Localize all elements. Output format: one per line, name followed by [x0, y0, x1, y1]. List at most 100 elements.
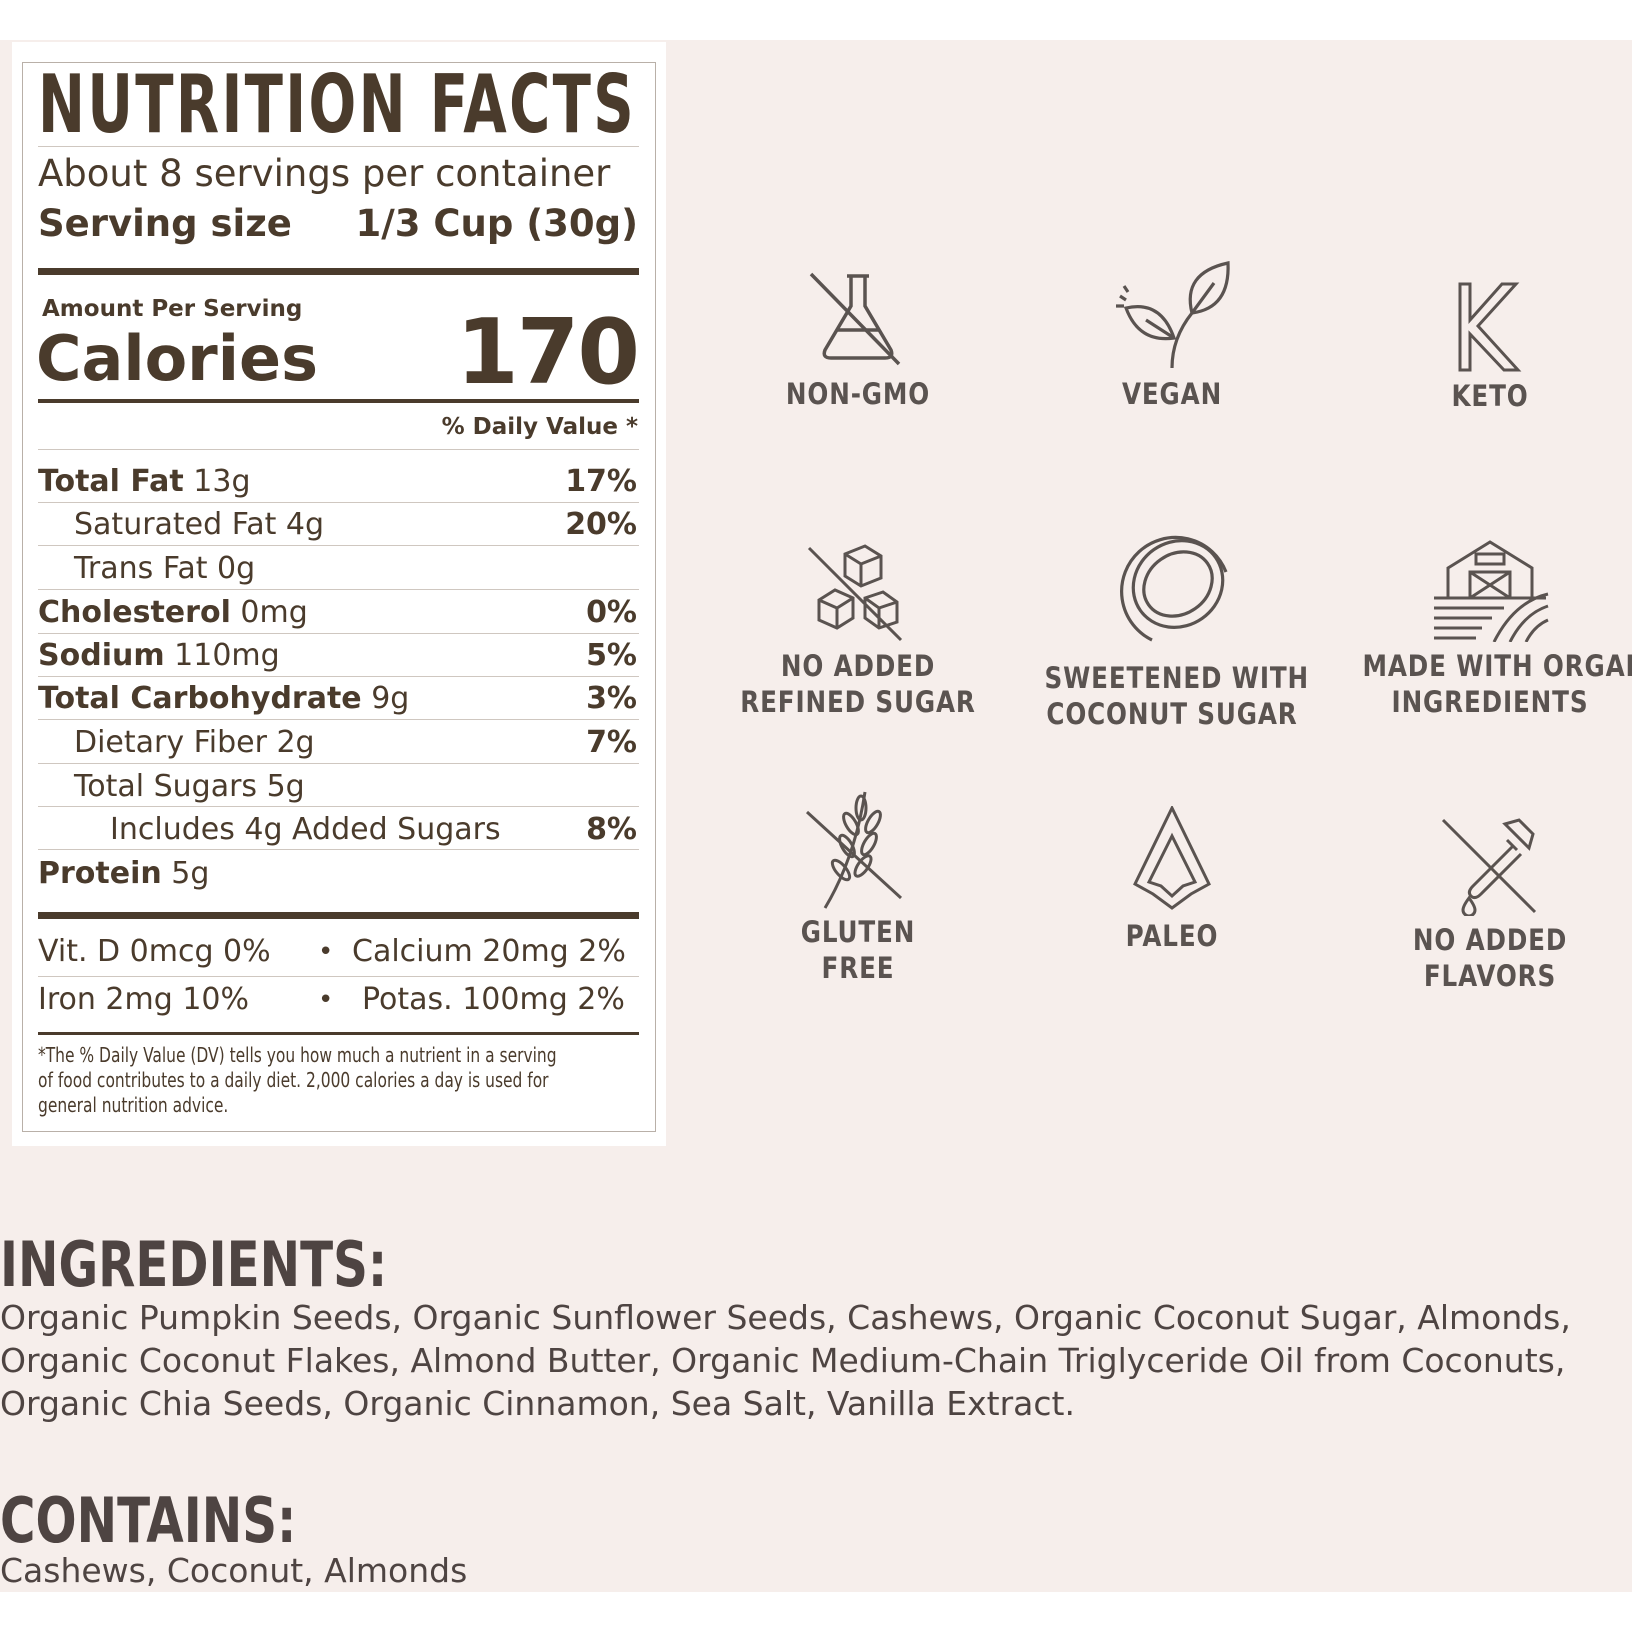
nutrient-dv: 3% [586, 681, 637, 716]
ingredients-line: Organic Pumpkin Seeds, Organic Sunflower… [0, 1298, 1571, 1337]
contains-title: CONTAINS: [0, 1484, 297, 1557]
calories-label: Calories [36, 322, 318, 395]
nutrient-row-sodium: Sodium 110mg 5% [38, 632, 639, 675]
nutrient-name: Total Carbohydrate [38, 681, 362, 716]
thick-divider [38, 912, 639, 919]
nutrient-row-saturated-fat: Saturated Fat 4g 20% [38, 501, 639, 544]
nutrient-amount: 110mg [174, 638, 280, 673]
nutrient-name: Sodium [38, 638, 165, 673]
badge-keto: KETO [1340, 280, 1632, 414]
badge-no-added-flavors: NO ADDED FLAVORS [1340, 816, 1632, 994]
bullet: • [318, 985, 334, 1015]
nutrient-row-total-fat: Total Fat 13g 17% [38, 458, 639, 501]
badge-label: NO ADDED [1412, 923, 1568, 957]
nutrient-row-total-carbohydrate: Total Carbohydrate 9g 3% [38, 675, 639, 718]
nutrient-amount: 0mg [240, 595, 308, 630]
barn-farm-icon [1434, 540, 1549, 642]
nutrient-row-total-sugars: Total Sugars 5g [38, 763, 639, 806]
divider [38, 589, 639, 590]
nutrient-dv: 5% [586, 638, 637, 673]
non-gmo-flask-icon [809, 272, 901, 366]
badge-no-refined-sugar: NO ADDED REFINED SUGAR [708, 542, 1008, 720]
nutrient-dv: 17% [565, 464, 637, 499]
servings-per-container: About 8 servings per container [38, 152, 611, 195]
iron: Iron 2mg 10% [38, 982, 249, 1017]
badge-label: FREE [821, 951, 895, 985]
badge-gluten-free: GLUTEN FREE [708, 786, 1008, 986]
calcium: Calcium 20mg 2% [352, 934, 626, 969]
badge-label: REFINED SUGAR [740, 685, 976, 719]
ingredients-line: Organic Chia Seeds, Organic Cinnamon, Se… [0, 1384, 1075, 1423]
badge-label: KETO [1451, 379, 1529, 413]
divider [38, 676, 639, 677]
keto-k-icon [1458, 282, 1522, 372]
badge-label: NON-GMO [785, 377, 931, 411]
divider [38, 146, 639, 147]
nutrient-dv: 8% [586, 812, 637, 847]
badge-label: PALEO [1125, 919, 1219, 953]
badge-paleo: PALEO [1022, 806, 1322, 954]
nutrient-name: Total Sugars 5g [74, 769, 305, 804]
nutrient-row-cholesterol: Cholesterol 0mg 0% [38, 589, 639, 632]
divider [38, 719, 639, 720]
badge-label: SWEETENED WITH [1044, 661, 1309, 695]
bullet: • [318, 937, 334, 967]
nutrition-facts-border [22, 62, 656, 1132]
badge-coconut-sugar: SWEETENED WITH COCONUT SUGAR [1022, 532, 1322, 732]
serving-size-label: Serving size [38, 202, 292, 245]
nutrition-facts-title: NUTRITION FACTS [38, 58, 637, 151]
serving-size-value: 1/3 Cup (30g) [355, 202, 638, 245]
badge-label: MADE WITH ORGANIC [1362, 649, 1632, 683]
divider [38, 976, 639, 977]
paleo-arrowhead-icon [1133, 806, 1211, 910]
divider [38, 806, 639, 807]
contains-text: Cashews, Coconut, Almonds [0, 1551, 468, 1590]
nutrient-amount: 5g [171, 856, 210, 891]
divider [38, 763, 639, 764]
nutrient-name: Dietary Fiber 2g [74, 725, 315, 760]
divider [38, 633, 639, 634]
coconut-icon [1120, 535, 1228, 642]
badge-non-gmo: NON-GMO [708, 268, 1008, 412]
nutrient-row-added-sugars: Includes 4g Added Sugars 8% [38, 806, 639, 849]
badge-label: COCONUT SUGAR [1046, 697, 1298, 731]
nutrient-dv: 20% [565, 507, 637, 542]
nutrient-dv: 0% [586, 595, 637, 630]
badge-label: INGREDIENTS [1391, 685, 1589, 719]
nutrient-amount: 9g [371, 681, 410, 716]
gluten-free-wheat-icon [805, 791, 903, 909]
nutrient-dv: 7% [586, 725, 637, 760]
nutrient-row-trans-fat: Trans Fat 0g [38, 545, 639, 588]
medium-divider [38, 399, 639, 403]
nutrient-name: Includes 4g Added Sugars [110, 812, 501, 847]
nutrient-name: Protein [38, 856, 162, 891]
nutrient-name: Total Fat [38, 464, 184, 499]
badge-label: NO ADDED [780, 649, 936, 683]
medium-divider [38, 1032, 639, 1035]
vegan-leaf-icon [1116, 261, 1230, 369]
nutrient-name: Cholesterol [38, 595, 231, 630]
no-flavors-dropper-icon [1441, 818, 1537, 916]
nutrient-name: Saturated Fat 4g [74, 507, 325, 542]
divider [38, 502, 639, 503]
badge-organic-ingredients: MADE WITH ORGANICINGREDIENTS [1340, 538, 1632, 720]
nutrient-amount: 13g [193, 464, 251, 499]
nutrition-facts-card [12, 42, 666, 1146]
no-sugar-cubes-icon [807, 544, 903, 642]
divider [38, 849, 639, 850]
ingredients-title: INGREDIENTS: [0, 1228, 388, 1301]
thick-divider [38, 268, 639, 275]
nutrient-row-dietary-fiber: Dietary Fiber 2g 7% [38, 719, 639, 762]
daily-value-header: % Daily Value * [441, 414, 638, 440]
vitamin-d: Vit. D 0mcg 0% [38, 934, 271, 969]
badge-label: FLAVORS [1423, 959, 1557, 993]
daily-value-footnote: *The % Daily Value (DV) tells you how mu… [38, 1043, 557, 1117]
badge-vegan: VEGAN [1022, 258, 1322, 412]
ingredients-line: Organic Coconut Flakes, Almond Butter, O… [0, 1341, 1566, 1380]
badge-label: GLUTEN [800, 915, 916, 949]
divider [38, 545, 639, 546]
nutrient-name: Trans Fat 0g [74, 551, 256, 586]
calories-value: 170 [456, 300, 640, 405]
amount-per-serving-label: Amount Per Serving [42, 296, 303, 322]
badge-label: VEGAN [1121, 377, 1223, 411]
